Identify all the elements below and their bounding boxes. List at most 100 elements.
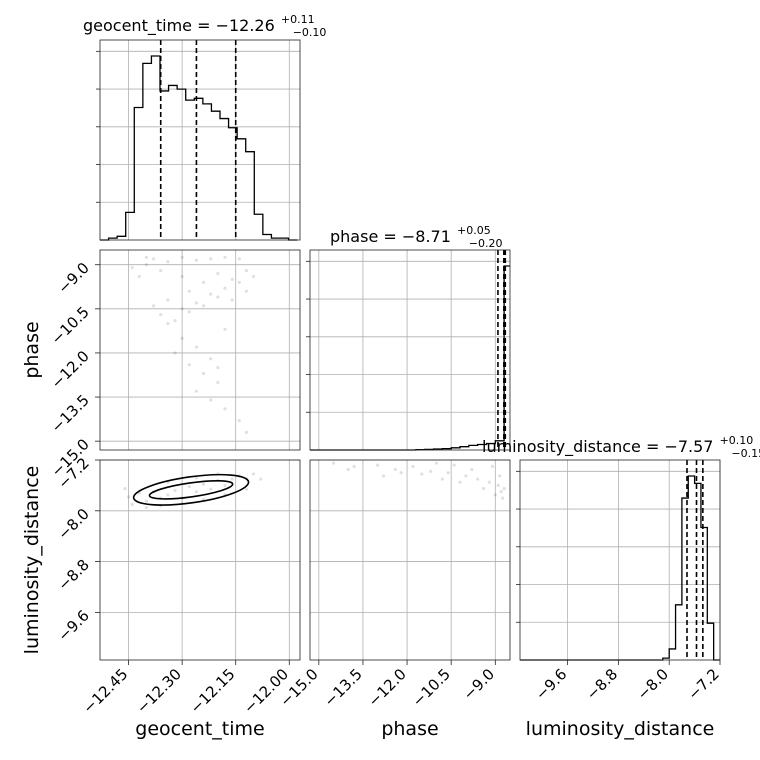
sample-point [166,260,170,264]
sample-point [209,398,213,402]
sample-point [194,258,199,262]
sample-point [223,286,227,290]
sample-point [481,486,486,491]
sample-point [166,321,170,326]
sample-point [180,274,184,279]
hist-geocent-time [100,55,298,241]
sample-point [346,467,350,472]
sample-point [180,307,184,311]
sample-point [194,301,199,305]
sample-point [194,476,199,480]
sample-point [173,318,177,323]
sample-point [180,255,184,259]
samples-phase-vs-luminosity-distance [331,461,506,500]
sample-point [159,268,163,273]
sample-point [209,357,213,361]
xtick-label-phase-1: −13.5 [321,665,366,710]
panel-hist-geocent-time [99,39,301,241]
sample-point [216,380,220,384]
panel-geocent-time-vs-phase [99,249,301,451]
sample-point [223,407,227,411]
title-geocent-time: geocent_time = −12.26 +0.11 −0.10 [83,8,326,39]
sample-point [452,463,456,467]
sample-point [151,304,156,308]
sample-point [166,493,170,497]
panel-hist-luminosity-distance [519,459,721,661]
ytick-label-phase-1: −13.5 [48,391,93,436]
sample-point [230,298,234,302]
sample-point [458,480,462,484]
sample-point [173,488,177,493]
sample-point [496,483,500,487]
samples-geocent-time-vs-phase [130,255,256,434]
sample-point [470,467,474,472]
sample-point [216,295,220,299]
sample-point [194,345,199,349]
xtick-label-phase-2: −12.0 [365,665,410,710]
sample-point [352,464,356,468]
sample-point [187,485,191,489]
xlabel-geocent-time: geocent_time [135,718,264,740]
sample-point [151,257,156,261]
sample-point [201,304,206,308]
sample-point [244,430,249,434]
xtick-label-phase-4: −9.0 [460,665,498,703]
xlabel-luminosity-distance: luminosity_distance [526,718,715,740]
panel-hist-phase [309,249,511,451]
sample-point [137,274,141,279]
sample-point [194,389,199,393]
sample-point [130,502,134,507]
title-luminosity-distance-lower: −0.15 [731,447,760,460]
sample-point [434,461,439,465]
ytick-label-luminosity-distance-1: −8.8 [54,556,92,594]
xtick-label-luminosity-distance-1: −8.8 [583,665,621,703]
sample-point [331,461,336,465]
ylabel-phase: phase [21,321,43,378]
ytick-label-phase-4: −9.0 [54,259,92,297]
sample-point [209,487,213,491]
sample-point [144,255,149,259]
xlabel-phase: phase [381,718,438,740]
sample-point [144,263,149,267]
sample-point [230,477,234,481]
ytick-label-luminosity-distance-2: −8.0 [54,505,92,543]
sample-point [476,477,480,481]
ytick-label-phase-2: −12.0 [48,347,93,392]
sample-point [159,313,163,317]
sample-point [209,292,213,296]
sample-point [237,280,241,284]
sample-point [201,482,206,486]
sample-point [501,496,505,500]
sample-point [216,271,220,276]
sample-point [209,257,213,261]
xtick-label-luminosity-distance-3: −7.2 [684,665,722,703]
sample-point [201,371,206,376]
title-phase: phase = −8.71 +0.05 −0.20 [330,219,503,250]
sample-point [180,336,184,340]
sample-point [399,471,403,475]
sample-point [223,483,227,487]
contour-geocent-time-vs-luminosity-distance [132,473,250,506]
samples-geocent-time-vs-luminosity-distance [123,472,263,510]
sample-point [259,477,263,481]
xtick-label-luminosity-distance-0: −9.6 [532,665,570,703]
title-luminosity-distance-upper: +0.10 [720,434,754,447]
title-phase-lower: −0.20 [469,237,503,250]
hist-luminosity-distance [520,475,720,661]
sample-point [376,463,380,467]
sample-point [123,486,127,491]
sample-point [381,474,386,478]
xtick-label-phase-3: −10.5 [409,665,454,710]
sample-point [144,499,149,503]
sample-point [230,277,234,282]
sample-point [216,366,220,370]
sample-point [187,289,191,293]
xtick-label-geocent-time-0: −12.45 [79,665,131,717]
sample-point [493,493,497,497]
ylabel-luminosity-distance: luminosity_distance [21,466,43,655]
sample-point [490,464,494,468]
ytick-label-luminosity-distance-0: −9.6 [54,606,92,644]
sample-point [464,474,468,478]
sample-point [187,363,191,367]
